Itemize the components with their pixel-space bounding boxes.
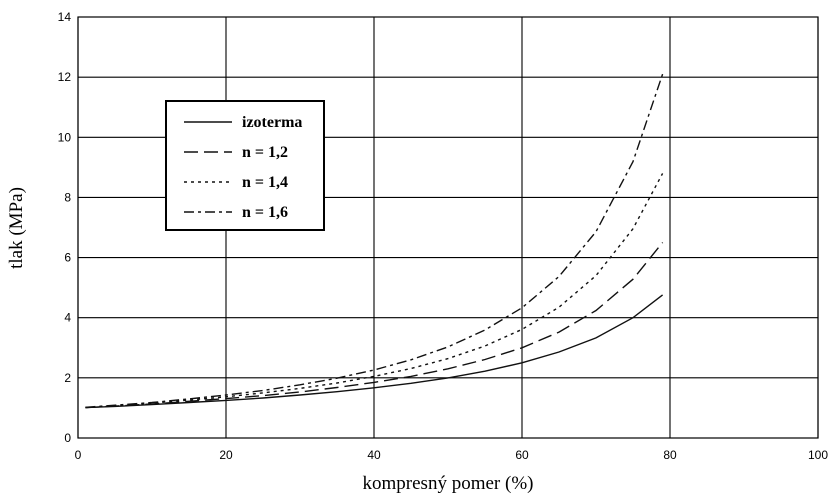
series-line-1	[85, 242, 664, 409]
series-line-3	[85, 73, 664, 408]
legend-label: n = 1,4	[242, 174, 288, 191]
x-tick-label: 40	[367, 448, 381, 462]
legend: izoterma n = 1,2 n = 1,4 n = 1,6	[165, 100, 325, 231]
tick-labels: 0 2 4 6 8 10 12 14 0 20 40 60 80 100	[58, 10, 829, 462]
y-tick-label: 6	[64, 251, 71, 265]
x-tick-label: 100	[808, 448, 828, 462]
series-line-2	[85, 173, 664, 409]
legend-entries: izoterma n = 1,2 n = 1,4 n = 1,6	[184, 114, 302, 221]
legend-label: n = 1,6	[242, 204, 288, 221]
x-tick-label: 60	[515, 448, 529, 462]
y-tick-label: 4	[64, 311, 71, 325]
y-axis-label: tlak (MPa)	[6, 187, 27, 269]
series-lines	[85, 73, 664, 409]
y-tick-label: 12	[58, 70, 72, 84]
x-tick-label: 20	[219, 448, 233, 462]
legend-label: izoterma	[242, 114, 302, 131]
plot-frame	[77, 16, 819, 439]
x-tick-label: 80	[663, 448, 677, 462]
series-line-0	[85, 294, 664, 409]
legend-box	[165, 100, 325, 231]
y-tick-label: 0	[64, 431, 71, 445]
y-tick-label: 2	[64, 371, 71, 385]
y-tick-label: 10	[58, 130, 72, 144]
legend-label: n = 1,2	[242, 144, 288, 161]
y-tick-label: 8	[64, 190, 71, 204]
x-axis-label: kompresný pomer (%)	[363, 473, 534, 494]
y-tick-label: 14	[58, 10, 72, 24]
x-tick-label: 0	[75, 448, 82, 462]
